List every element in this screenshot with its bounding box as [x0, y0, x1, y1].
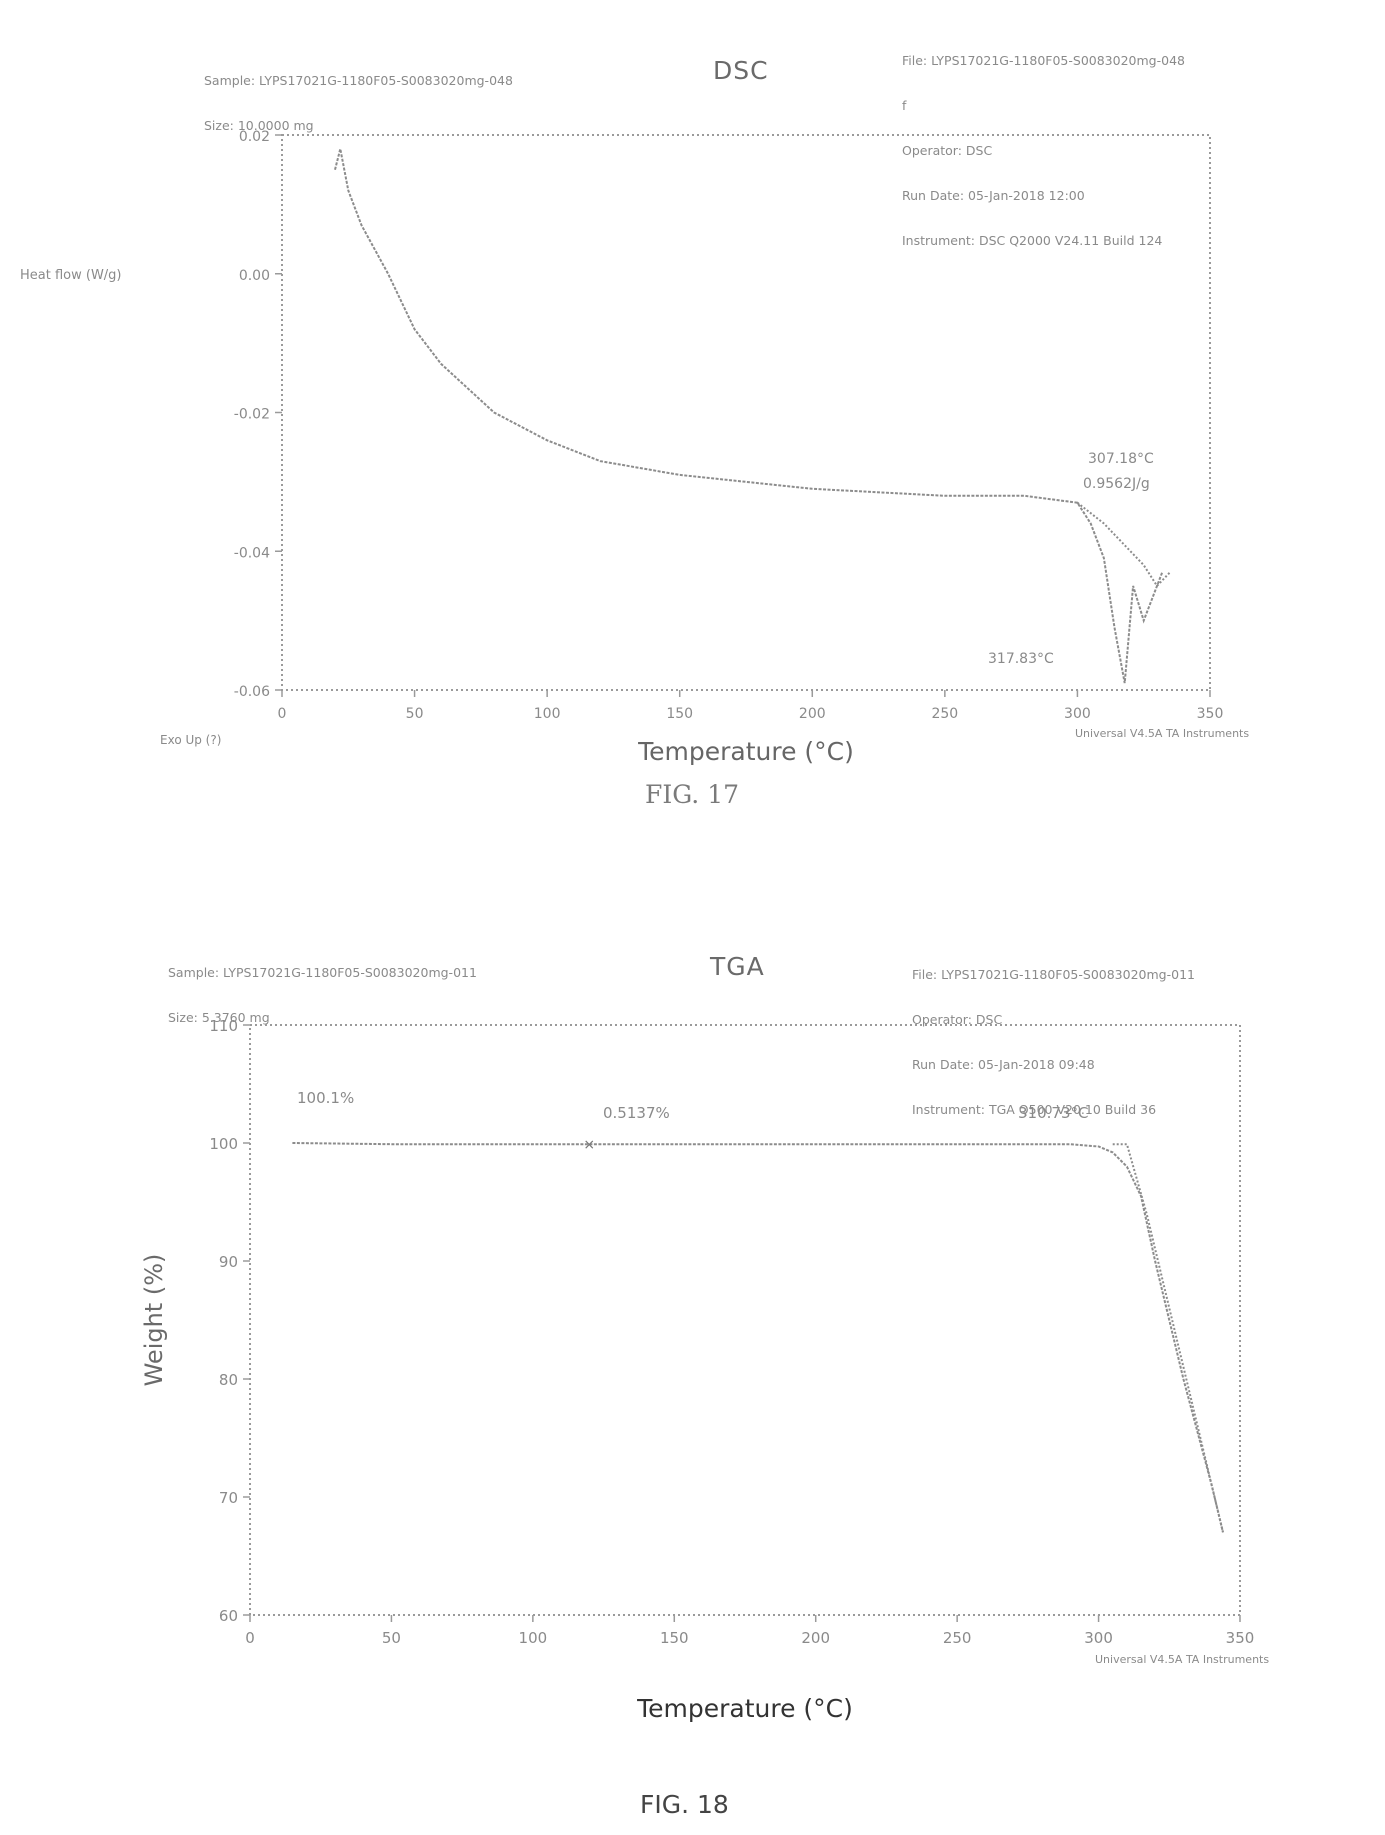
- dsc-plot-title: DSC: [713, 56, 769, 85]
- tga-xtick-label: 150: [660, 1629, 689, 1647]
- dsc-xtick-label: 0: [278, 706, 287, 722]
- tga-size-text: Size: 5.3760 mg: [168, 1010, 270, 1025]
- tga-annotation-loss: 0.5137%: [603, 1104, 670, 1122]
- tga-header-right: File: LYPS17021G-1180F05-S0083020mg-011 …: [912, 937, 1195, 1132]
- dsc-xtick-label: 300: [1064, 706, 1091, 722]
- tga-annotation-onset: 310.73°C: [1018, 1104, 1088, 1122]
- tga-ytick-label: 80: [219, 1371, 238, 1389]
- dsc-xtick-label: 250: [931, 706, 958, 722]
- dsc-instrument-text: Instrument: DSC Q2000 V24.11 Build 124: [902, 233, 1163, 248]
- dsc-ytick-label: -0.06: [234, 684, 270, 700]
- dsc-annotation-peak: 317.83°C: [988, 651, 1054, 667]
- dsc-series-line-1: [334, 148, 1164, 684]
- dsc-file-text: File: LYPS17021G-1180F05-S0083020mg-048: [902, 53, 1185, 68]
- dsc-ytick-label: 0.00: [239, 268, 270, 284]
- tga-sample-text: Sample: LYPS17021G-1180F05-S0083020mg-01…: [168, 965, 477, 980]
- dsc-y-axis-label: Heat flow (W/g): [20, 268, 122, 283]
- tga-ytick-label: 110: [209, 1017, 238, 1035]
- dsc-exo-label: Exo Up (?): [160, 733, 221, 747]
- dsc-header-right: File: LYPS17021G-1180F05-S0083020mg-048 …: [902, 23, 1185, 263]
- dsc-xtick-label: 100: [534, 706, 561, 722]
- dsc-operator-text: Operator: DSC: [902, 143, 993, 158]
- dsc-universal-label: Universal V4.5A TA Instruments: [1075, 727, 1249, 740]
- tga-ytick-label: 100: [209, 1135, 238, 1153]
- tga-series-line-2: [1112, 1143, 1224, 1533]
- tga-annotation-start: 100.1%: [297, 1089, 354, 1107]
- tga-y-axis-label: Weight (%): [140, 1254, 168, 1387]
- tga-ytick-label: 60: [219, 1607, 238, 1625]
- dsc-size-text: Size: 10.0000 mg: [204, 118, 314, 133]
- dsc-ytick-label: -0.04: [234, 545, 270, 561]
- dsc-ytick-label: 0.02: [239, 129, 270, 145]
- dsc-f-text: f: [902, 98, 907, 113]
- dsc-sample-text: Sample: LYPS17021G-1180F05-S0083020mg-04…: [204, 73, 513, 88]
- tga-xtick-label: 200: [801, 1629, 830, 1647]
- tga-ytick-label: 70: [219, 1489, 238, 1507]
- tga-plot-title: TGA: [710, 952, 765, 981]
- dsc-xtick-label: 200: [799, 706, 826, 722]
- tga-step-marker: ×: [583, 1137, 595, 1153]
- tga-rundate-text: Run Date: 05-Jan-2018 09:48: [912, 1057, 1095, 1072]
- dsc-figure-caption: FIG. 17: [645, 780, 740, 809]
- tga-ytick-label: 90: [219, 1253, 238, 1271]
- tga-xtick-label: 350: [1226, 1629, 1255, 1647]
- dsc-series-line-2: [1076, 501, 1171, 588]
- tga-header-left: Sample: LYPS17021G-1180F05-S0083020mg-01…: [168, 935, 477, 1040]
- tga-xtick-label: 300: [1084, 1629, 1113, 1647]
- tga-xtick-label: 50: [382, 1629, 401, 1647]
- dsc-xtick-label: 150: [666, 706, 693, 722]
- dsc-xtick-label: 350: [1197, 706, 1224, 722]
- dsc-rundate-text: Run Date: 05-Jan-2018 12:00: [902, 188, 1085, 203]
- dsc-plot-frame: [281, 134, 1211, 691]
- dsc-ytick-label: -0.02: [234, 407, 270, 423]
- dsc-header-left: Sample: LYPS17021G-1180F05-S0083020mg-04…: [204, 43, 513, 148]
- tga-xtick-label: 0: [245, 1629, 255, 1647]
- tga-xtick-label: 100: [519, 1629, 548, 1647]
- dsc-annotation-enthalpy: 0.9562J/g: [1083, 476, 1150, 492]
- tga-figure-caption: FIG. 18: [640, 1790, 729, 1819]
- tga-plot-frame: [249, 1024, 1241, 1616]
- tga-series-line-1: [292, 1142, 1224, 1533]
- dsc-xtick-label: 50: [406, 706, 424, 722]
- tga-x-axis-label: Temperature (°C): [636, 1694, 853, 1723]
- dsc-annotation-onset: 307.18°C: [1088, 451, 1154, 467]
- dsc-chart: 0 50 100 150 200 250 300 350 -0.06 -0.04 -0.02 0.00…: [20, 129, 1249, 766]
- tga-file-text: File: LYPS17021G-1180F05-S0083020mg-011: [912, 967, 1195, 982]
- tga-operator-text: Operator: DSC: [912, 1012, 1003, 1027]
- tga-instrument-text: Instrument: TGA Q500 V20.10 Build 36: [912, 1102, 1157, 1117]
- tga-xtick-label: 250: [943, 1629, 972, 1647]
- dsc-x-axis-label: Temperature (°C): [637, 737, 854, 766]
- tga-universal-label: Universal V4.5A TA Instruments: [1095, 1653, 1269, 1666]
